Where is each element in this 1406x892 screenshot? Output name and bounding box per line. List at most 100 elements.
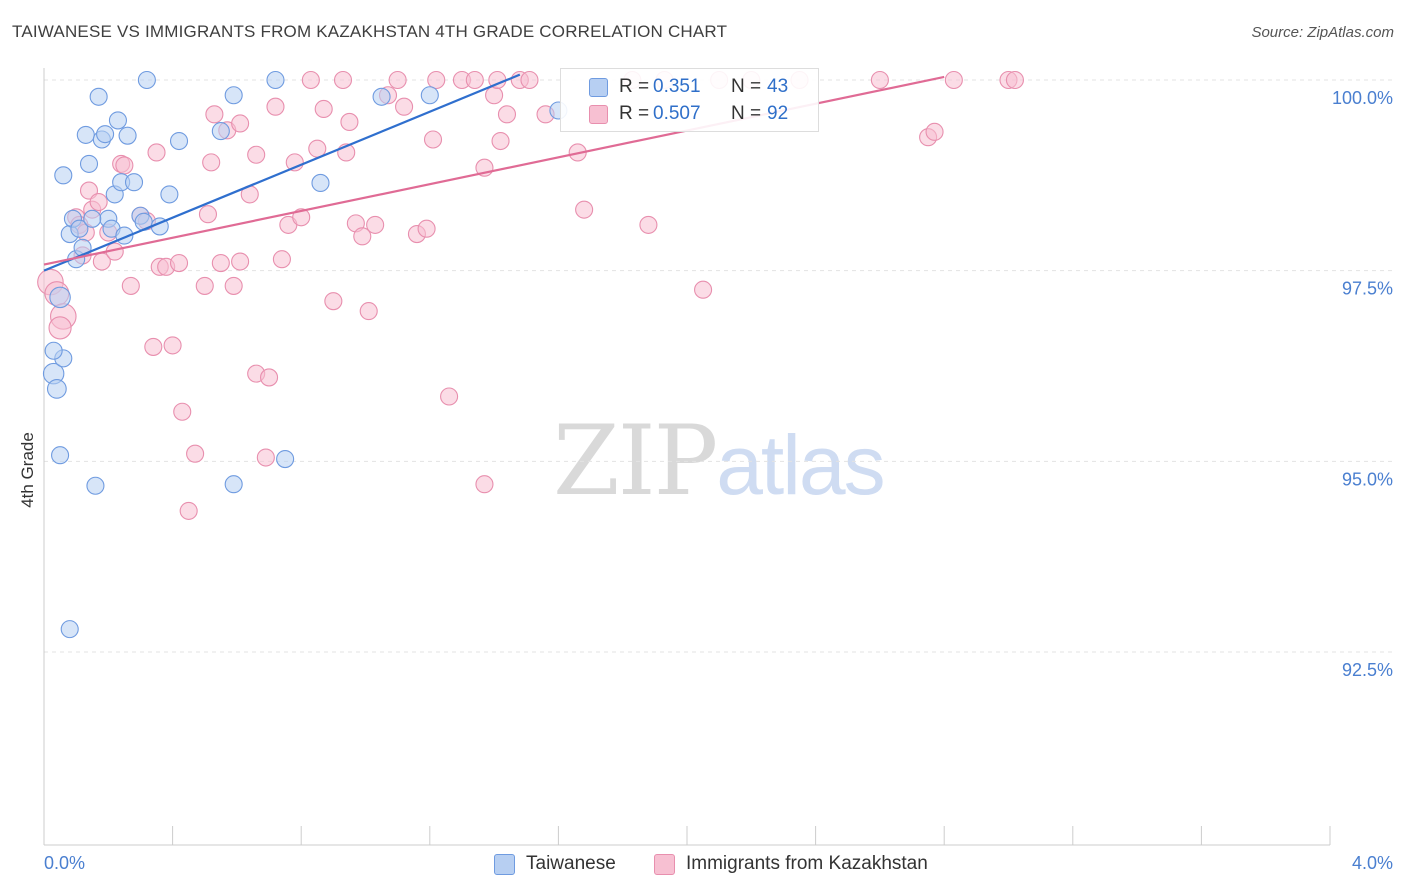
taiwanese-point: [118, 126, 137, 145]
taiwanese-point: [372, 87, 391, 106]
taiwanese-point: [169, 131, 189, 151]
tick-labels: 92.5% 95.0% 97.5% 100.0% 0.0% 4.0%: [44, 88, 1393, 873]
taiwanese-point: [83, 209, 102, 228]
taiwanese-point: [224, 475, 243, 494]
taiwanese-point: [76, 125, 95, 144]
kazakhstan-point: [266, 97, 285, 116]
kazakhstan-point: [427, 70, 446, 90]
kazakhstan-point: [1005, 70, 1024, 90]
taiwanese-point: [276, 449, 295, 469]
kazakhstan-point: [340, 112, 359, 131]
taiwanese-point: [54, 166, 73, 185]
kazakhstan-point: [231, 252, 250, 271]
kazakhstan-point: [475, 475, 494, 494]
y-tick-label: 100.0%: [1332, 88, 1393, 108]
kazakhstan-point: [256, 448, 275, 467]
x-tick-label-min: 0.0%: [44, 853, 85, 873]
kazakhstan-point: [115, 156, 134, 175]
kazakhstan-point: [333, 70, 353, 90]
kazakhstan-point: [417, 219, 436, 238]
taiwanese-point: [420, 86, 439, 105]
kazakhstan-point: [195, 276, 214, 295]
kazakhstan-point: [639, 215, 658, 234]
kazakhstan-point: [491, 131, 510, 151]
kazakhstan-point: [944, 70, 963, 90]
y-tick-label: 95.0%: [1342, 469, 1393, 489]
taiwanese-point: [70, 219, 89, 238]
legend-label: Taiwanese: [526, 853, 616, 874]
kazakhstan-point: [324, 292, 343, 311]
taiwanese-point: [86, 476, 105, 495]
y-tick-label: 92.5%: [1342, 660, 1393, 680]
kazakhstan-point: [121, 276, 140, 295]
kazakhstan-point: [465, 70, 484, 90]
kazakhstan-point: [202, 153, 221, 172]
r-value: 0.351: [653, 76, 701, 97]
correlation-legend: R = 0.351 N = 43 R = 0.507 N = 92: [560, 68, 819, 132]
y-axis-title: 4th Grade: [18, 432, 37, 508]
taiwanese-legend-swatch: [494, 854, 515, 875]
axes: [43, 68, 1331, 846]
kazakhstan-point: [366, 215, 385, 234]
kazakhstan-point: [144, 337, 163, 356]
kazakhstan-point: [163, 336, 182, 355]
taiwanese-point: [79, 154, 99, 173]
taiwanese-point: [137, 70, 156, 90]
kazakhstan-point: [353, 227, 372, 246]
kazakhstan-point: [224, 276, 243, 295]
taiwanese-point: [96, 125, 115, 144]
kazakhstan-point: [292, 208, 311, 227]
y-tick-label: 97.5%: [1342, 279, 1393, 299]
taiwanese-trend-line: [43, 73, 521, 272]
taiwanese-point: [160, 185, 179, 204]
kazakhstan-point: [89, 192, 108, 212]
kazakhstan-point: [247, 145, 266, 164]
kazakhstan-point: [198, 205, 218, 224]
x-tick-label-max: 4.0%: [1352, 853, 1393, 873]
kazakhstan-point: [301, 70, 320, 90]
kazakhstan-point: [259, 368, 279, 387]
kazakhstan-point: [497, 105, 517, 124]
kazakhstan-point: [173, 402, 192, 421]
taiwanese-point: [89, 87, 108, 106]
chart-title: TAIWANESE VS IMMIGRANTS FROM KAZAKHSTAN …: [12, 22, 728, 41]
watermark-atlas: atlas: [716, 418, 885, 512]
kazakhstan-point: [388, 70, 407, 90]
source-label: Source: ZipAtlas.com: [1251, 24, 1394, 41]
data-points: [37, 70, 1024, 639]
n-label: N =: [731, 103, 762, 124]
kazakhstan-point: [48, 316, 72, 340]
kazakhstan-point: [147, 143, 166, 162]
kazakhstan-point: [211, 253, 230, 273]
r-label: R =: [619, 76, 650, 97]
n-value: 92: [767, 103, 789, 124]
r-label: R =: [619, 103, 650, 124]
kazakhstan-point: [359, 302, 378, 321]
kazakhstan-point: [870, 70, 889, 90]
kazakhstan-swatch: [589, 105, 608, 124]
kazakhstan-point: [205, 105, 224, 124]
kazakhstan-point: [179, 501, 198, 520]
taiwanese-point: [108, 111, 127, 130]
taiwanese-point: [49, 286, 71, 309]
kazakhstan-point: [423, 130, 443, 149]
taiwanese-point: [224, 86, 243, 105]
taiwanese-point: [60, 620, 79, 639]
taiwanese-point: [266, 70, 285, 90]
n-value: 43: [767, 76, 789, 97]
taiwanese-point: [46, 378, 67, 399]
taiwanese-point: [44, 341, 63, 360]
kazakhstan-point: [925, 122, 944, 141]
n-label: N =: [731, 76, 762, 97]
taiwanese-point: [311, 173, 330, 193]
kazakhstan-point: [485, 86, 504, 105]
kazakhstan-point: [440, 387, 459, 406]
r-value: 0.507: [653, 103, 701, 124]
kazakhstan-point: [314, 99, 333, 119]
gridlines: [44, 79, 1392, 653]
taiwanese-swatch: [589, 78, 608, 97]
kazakhstan-point: [169, 253, 189, 273]
kazakhstan-point: [186, 444, 205, 463]
kazakhstan-legend-swatch: [654, 854, 675, 875]
